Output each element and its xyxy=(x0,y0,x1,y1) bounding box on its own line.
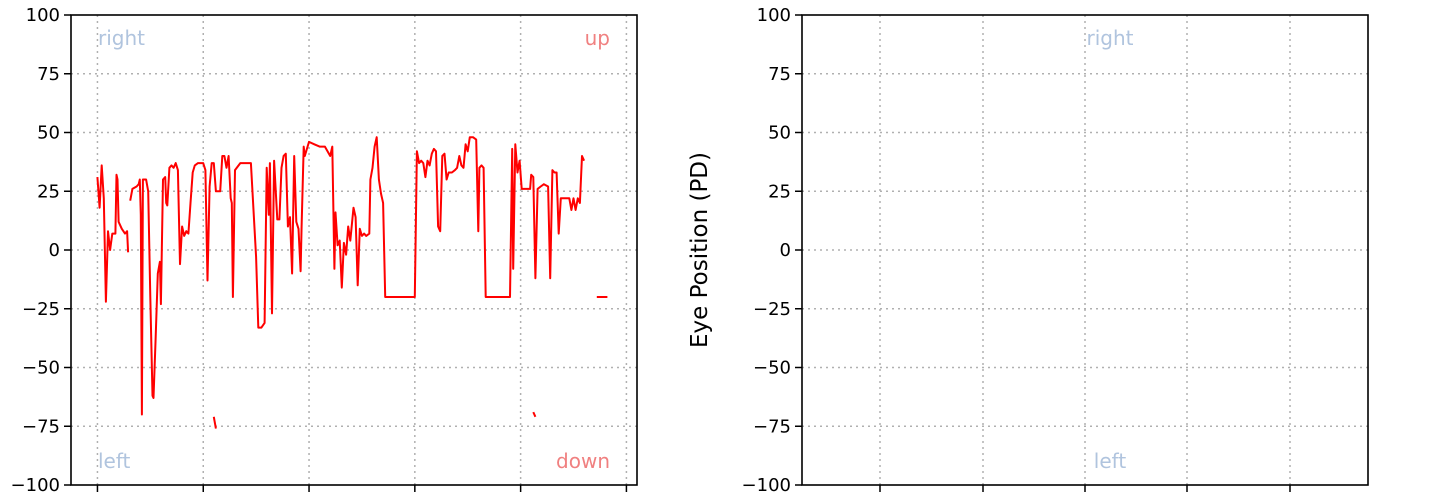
series-line-segment-4 xyxy=(532,411,537,418)
y-tick-label: −25 xyxy=(753,299,791,320)
y-tick-label: 75 xyxy=(37,64,60,85)
plot-frame xyxy=(70,14,638,486)
series-line-segment-3 xyxy=(212,416,217,429)
y-tick-label: −100 xyxy=(11,475,60,496)
y-tick-label: 25 xyxy=(768,181,791,202)
chart-panel-1: 100 75 50 25 0 −25 −50 −75 −100 right up left down xyxy=(11,5,638,496)
y-tick-label: −75 xyxy=(753,416,791,437)
corner-label-up: up xyxy=(585,26,610,50)
y-tick-label: −50 xyxy=(22,358,60,379)
corner-label-down: down xyxy=(556,449,610,473)
corner-label-left: left xyxy=(98,449,131,473)
chart-panel-2: 100 75 50 25 0 −25 −50 −75 −100 right left Eye Posi… xyxy=(687,5,1369,496)
y-tick-label: −25 xyxy=(22,299,60,320)
grid-lines xyxy=(802,15,1368,485)
corner-label-left: left xyxy=(1094,449,1127,473)
y-tick-label: 100 xyxy=(26,5,60,26)
y-axis-title: Eye Position (PD) xyxy=(687,152,713,348)
y-tick-label: 100 xyxy=(757,5,791,26)
series-line-segment-1 xyxy=(96,164,130,303)
y-tick-label: 50 xyxy=(768,123,791,144)
plot-frame xyxy=(801,14,1369,486)
corner-label-right: right xyxy=(98,26,145,50)
y-tick-label: 0 xyxy=(49,240,60,261)
y-tick-label: 75 xyxy=(768,64,791,85)
series-line-segment-2 xyxy=(129,136,586,416)
grid-lines xyxy=(71,15,637,485)
y-tick-label: 0 xyxy=(780,240,791,261)
y-tick-label: −75 xyxy=(22,416,60,437)
y-tick-label: −100 xyxy=(742,475,791,496)
y-tick-label: 25 xyxy=(37,181,60,202)
y-tick-label: 50 xyxy=(37,123,60,144)
y-tick-label: −50 xyxy=(753,358,791,379)
corner-label-right: right xyxy=(1087,26,1134,50)
